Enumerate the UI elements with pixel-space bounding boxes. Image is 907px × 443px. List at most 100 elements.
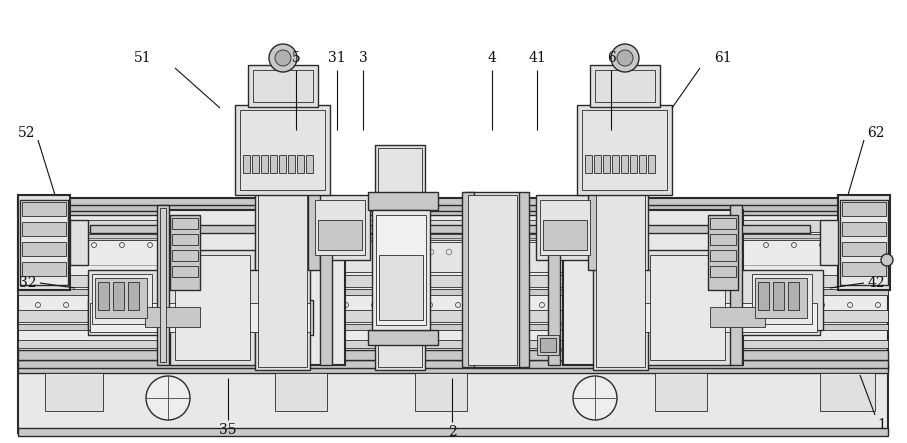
Text: 31: 31 xyxy=(328,51,346,65)
Bar xyxy=(468,195,517,365)
Bar xyxy=(773,282,784,310)
Bar xyxy=(95,278,147,318)
Bar xyxy=(465,192,520,367)
Circle shape xyxy=(269,44,297,72)
Bar xyxy=(20,200,68,285)
Bar xyxy=(378,148,422,367)
Text: 62: 62 xyxy=(867,126,884,140)
Bar xyxy=(306,155,313,173)
Bar xyxy=(563,210,743,365)
Bar xyxy=(643,270,823,330)
Bar xyxy=(98,282,109,310)
Bar xyxy=(18,428,888,436)
Bar xyxy=(145,307,200,327)
Text: 5: 5 xyxy=(292,51,300,65)
Bar xyxy=(88,270,268,330)
Bar xyxy=(595,70,655,102)
Bar xyxy=(175,255,250,360)
Bar xyxy=(588,190,600,270)
Bar xyxy=(840,200,888,285)
Text: 4: 4 xyxy=(488,51,496,65)
Text: 42: 42 xyxy=(867,276,885,290)
Text: 2: 2 xyxy=(448,425,456,439)
Bar xyxy=(253,70,313,102)
Bar xyxy=(160,208,166,362)
Text: 6: 6 xyxy=(607,51,615,65)
Bar xyxy=(577,105,672,195)
Bar xyxy=(248,65,318,107)
Text: 32: 32 xyxy=(19,276,37,290)
Bar xyxy=(596,133,645,367)
Bar xyxy=(18,365,888,433)
Bar xyxy=(18,350,888,360)
Bar xyxy=(258,133,307,367)
Bar xyxy=(235,105,330,195)
Bar xyxy=(18,198,888,210)
Text: 61: 61 xyxy=(714,51,732,65)
Bar xyxy=(603,155,610,173)
Bar xyxy=(172,234,198,245)
Text: 35: 35 xyxy=(219,423,237,437)
Text: 3: 3 xyxy=(358,51,367,65)
Bar xyxy=(710,234,736,245)
Bar xyxy=(128,282,139,310)
Bar xyxy=(621,155,628,173)
Bar xyxy=(730,205,742,365)
Bar xyxy=(270,155,277,173)
Bar xyxy=(372,210,430,330)
Bar xyxy=(320,205,332,365)
Bar xyxy=(368,330,438,345)
Bar xyxy=(639,155,646,173)
Bar xyxy=(90,225,810,233)
Bar xyxy=(170,250,255,365)
Bar xyxy=(172,218,198,229)
Bar xyxy=(376,215,426,325)
Bar xyxy=(820,220,838,265)
Text: 52: 52 xyxy=(18,126,35,140)
Bar xyxy=(597,303,817,332)
Bar xyxy=(290,242,615,272)
Bar xyxy=(18,310,888,322)
Bar xyxy=(279,155,286,173)
Bar xyxy=(543,220,587,250)
Bar xyxy=(288,155,295,173)
Bar xyxy=(630,155,637,173)
Bar xyxy=(594,155,601,173)
Circle shape xyxy=(881,254,893,266)
Bar xyxy=(22,222,66,236)
Bar xyxy=(315,200,365,255)
Bar xyxy=(710,218,736,229)
Bar xyxy=(18,195,70,290)
Bar xyxy=(368,192,438,210)
Bar xyxy=(18,324,888,330)
Bar xyxy=(275,373,327,411)
Bar xyxy=(88,300,313,335)
Bar xyxy=(536,195,596,260)
Bar xyxy=(310,195,370,260)
Bar xyxy=(255,130,310,370)
Bar xyxy=(595,300,820,335)
Bar xyxy=(70,220,88,265)
Bar xyxy=(593,130,648,370)
Bar xyxy=(758,282,769,310)
Circle shape xyxy=(573,376,617,420)
Bar xyxy=(540,200,590,255)
Bar xyxy=(710,266,736,277)
Bar xyxy=(375,145,425,370)
Bar xyxy=(612,155,619,173)
Bar xyxy=(318,220,362,250)
Bar xyxy=(172,250,198,261)
Bar xyxy=(548,205,560,365)
Bar xyxy=(842,202,886,216)
Bar xyxy=(710,307,765,327)
Bar xyxy=(838,195,890,290)
Bar xyxy=(261,155,268,173)
Bar xyxy=(18,205,888,211)
Bar xyxy=(157,205,169,365)
Bar xyxy=(415,373,467,411)
Bar xyxy=(842,222,886,236)
Text: 41: 41 xyxy=(528,51,546,65)
Text: 1: 1 xyxy=(878,418,886,432)
Bar xyxy=(18,234,888,240)
Bar xyxy=(22,262,66,276)
